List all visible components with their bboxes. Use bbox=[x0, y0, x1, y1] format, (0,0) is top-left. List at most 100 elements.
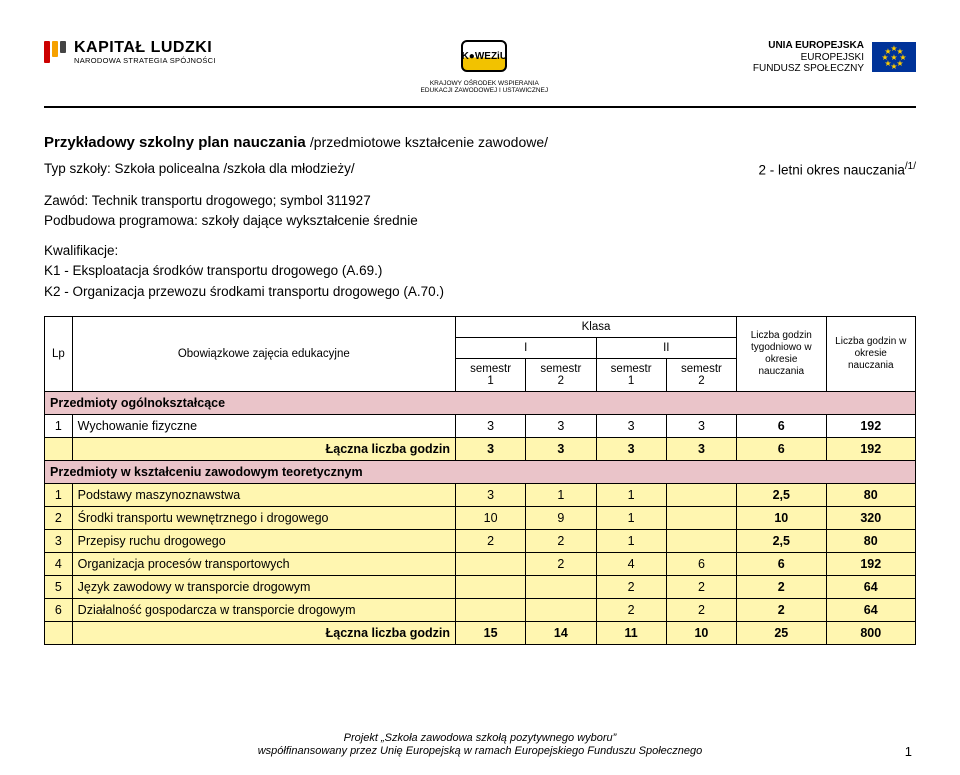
th-lp: Lp bbox=[45, 316, 73, 391]
cell: 80 bbox=[826, 529, 916, 552]
cell: 2,5 bbox=[737, 483, 826, 506]
cell: 10 bbox=[737, 506, 826, 529]
cell: 6 bbox=[737, 414, 826, 437]
logo-kapital: KAPITAŁ LUDZKI NARODOWA STRATEGIA SPÓJNO… bbox=[44, 40, 216, 65]
cell: 1 bbox=[45, 414, 73, 437]
th-class-1: I bbox=[455, 337, 596, 358]
sum-row: Łączna liczba godzin33336192 bbox=[45, 437, 916, 460]
th-weekly: Liczba godzin tygodniowo w okresie naucz… bbox=[737, 316, 826, 391]
table-row: 1Podstawy maszynoznawstwa3112,580 bbox=[45, 483, 916, 506]
section-row: Przedmioty w kształceniu zawodowym teore… bbox=[45, 460, 916, 483]
cell: 192 bbox=[826, 414, 916, 437]
cell: 64 bbox=[826, 575, 916, 598]
cell bbox=[455, 575, 525, 598]
th-sem21: semestr1 bbox=[596, 358, 666, 391]
footer: Projekt „Szkoła zawodowa szkołą pozytywn… bbox=[0, 732, 960, 760]
sum-row: Łączna liczba godzin1514111025800 bbox=[45, 621, 916, 644]
cell: 2 bbox=[737, 575, 826, 598]
cell bbox=[666, 506, 736, 529]
cell: 1 bbox=[596, 483, 666, 506]
cell: 15 bbox=[455, 621, 525, 644]
cell: 2 bbox=[526, 529, 596, 552]
cell: 800 bbox=[826, 621, 916, 644]
cell: 6 bbox=[737, 552, 826, 575]
cell: 25 bbox=[737, 621, 826, 644]
cell: Działalność gospodarcza w transporcie dr… bbox=[72, 598, 455, 621]
cell: 80 bbox=[826, 483, 916, 506]
cell: 2 bbox=[666, 598, 736, 621]
cell: 2,5 bbox=[737, 529, 826, 552]
kapital-sub: NARODOWA STRATEGIA SPÓJNOŚCI bbox=[74, 57, 216, 65]
cell: 192 bbox=[826, 552, 916, 575]
cell: Przepisy ruchu drogowego bbox=[72, 529, 455, 552]
ue-line3: FUNDUSZ SPOŁECZNY bbox=[753, 63, 864, 75]
ue-line1: UNIA EUROPEJSKA bbox=[753, 40, 864, 52]
doc-title-rest: /przedmiotowe kształcenie zawodowe/ bbox=[310, 134, 548, 150]
cell bbox=[45, 437, 73, 460]
kwal1: K1 - Eksploatacja środków transportu dro… bbox=[44, 261, 916, 281]
section-label: Przedmioty w kształceniu zawodowym teore… bbox=[45, 460, 916, 483]
section-label: Przedmioty ogólnokształcące bbox=[45, 391, 916, 414]
th-klasa: Klasa bbox=[455, 316, 736, 337]
cell: 9 bbox=[526, 506, 596, 529]
kapital-icon bbox=[44, 41, 66, 63]
cell: 4 bbox=[596, 552, 666, 575]
cell: 3 bbox=[455, 483, 525, 506]
document-body: Przykładowy szkolny plan nauczania /prze… bbox=[44, 132, 916, 302]
cell: 192 bbox=[826, 437, 916, 460]
doc-title-bold: Przykładowy szkolny plan nauczania bbox=[44, 134, 310, 151]
cell: 2 bbox=[45, 506, 73, 529]
cell: 1 bbox=[596, 529, 666, 552]
cell bbox=[666, 483, 736, 506]
cell: 2 bbox=[596, 598, 666, 621]
plan-tbody: Przedmioty ogólnokształcące1Wychowanie f… bbox=[45, 391, 916, 644]
cell: 5 bbox=[45, 575, 73, 598]
cell: Środki transportu wewnętrznego i drogowe… bbox=[72, 506, 455, 529]
footer-line2: współfinansowany przez Unię Europejską w… bbox=[0, 745, 960, 759]
cell: 3 bbox=[455, 414, 525, 437]
cell: Język zawodowy w transporcie drogowym bbox=[72, 575, 455, 598]
cell: 3 bbox=[666, 437, 736, 460]
table-row: 3Przepisy ruchu drogowego2212,580 bbox=[45, 529, 916, 552]
page-number: 1 bbox=[905, 744, 912, 759]
section-row: Przedmioty ogólnokształcące bbox=[45, 391, 916, 414]
cell bbox=[526, 598, 596, 621]
cell bbox=[526, 575, 596, 598]
cell: 6 bbox=[45, 598, 73, 621]
th-total: Liczba godzin w okresie nauczania bbox=[826, 316, 916, 391]
logo-ue: UNIA EUROPEJSKA EUROPEJSKI FUNDUSZ SPOŁE… bbox=[753, 40, 916, 75]
period-sup: /1/ bbox=[905, 161, 916, 172]
cell: 2 bbox=[737, 598, 826, 621]
podbudowa-line: Podbudowa programowa: szkoły dające wyks… bbox=[44, 211, 916, 231]
koweziu-line2: EDUKACJI ZAWODOWEJ I USTAWICZNEJ bbox=[421, 87, 549, 94]
cell: 3 bbox=[455, 437, 525, 460]
cell: 2 bbox=[596, 575, 666, 598]
page: KAPITAŁ LUDZKI NARODOWA STRATEGIA SPÓJNO… bbox=[0, 0, 960, 775]
table-row: 2Środki transportu wewnętrznego i drogow… bbox=[45, 506, 916, 529]
th-obow: Obowiązkowe zajęcia edukacyjne bbox=[72, 316, 455, 391]
kwalifikacje-heading: Kwalifikacje: bbox=[44, 241, 916, 261]
cell bbox=[45, 621, 73, 644]
cell: Wychowanie fizyczne bbox=[72, 414, 455, 437]
cell: 2 bbox=[666, 575, 736, 598]
cell: 10 bbox=[455, 506, 525, 529]
cell: 11 bbox=[596, 621, 666, 644]
cell: Podstawy maszynoznawstwa bbox=[72, 483, 455, 506]
th-sem22: semestr2 bbox=[666, 358, 736, 391]
cell: 64 bbox=[826, 598, 916, 621]
cell: 10 bbox=[666, 621, 736, 644]
cell: 3 bbox=[526, 414, 596, 437]
koweziu-icon: K●WEZiU bbox=[461, 40, 507, 72]
cell: 320 bbox=[826, 506, 916, 529]
cell: 3 bbox=[666, 414, 736, 437]
logo-koweziu: K●WEZiU KRAJOWY OŚRODEK WSPIERANIA EDUKA… bbox=[421, 40, 549, 94]
cell: 3 bbox=[526, 437, 596, 460]
cell: 1 bbox=[526, 483, 596, 506]
kwal2: K2 - Organizacja przewozu środkami trans… bbox=[44, 282, 916, 302]
kapital-title: KAPITAŁ LUDZKI bbox=[74, 40, 216, 57]
ue-line2: EUROPEJSKI bbox=[753, 52, 864, 64]
cell bbox=[455, 552, 525, 575]
cell: 2 bbox=[455, 529, 525, 552]
table-row: 5Język zawodowy w transporcie drogowym22… bbox=[45, 575, 916, 598]
eu-flag-icon bbox=[872, 42, 916, 72]
